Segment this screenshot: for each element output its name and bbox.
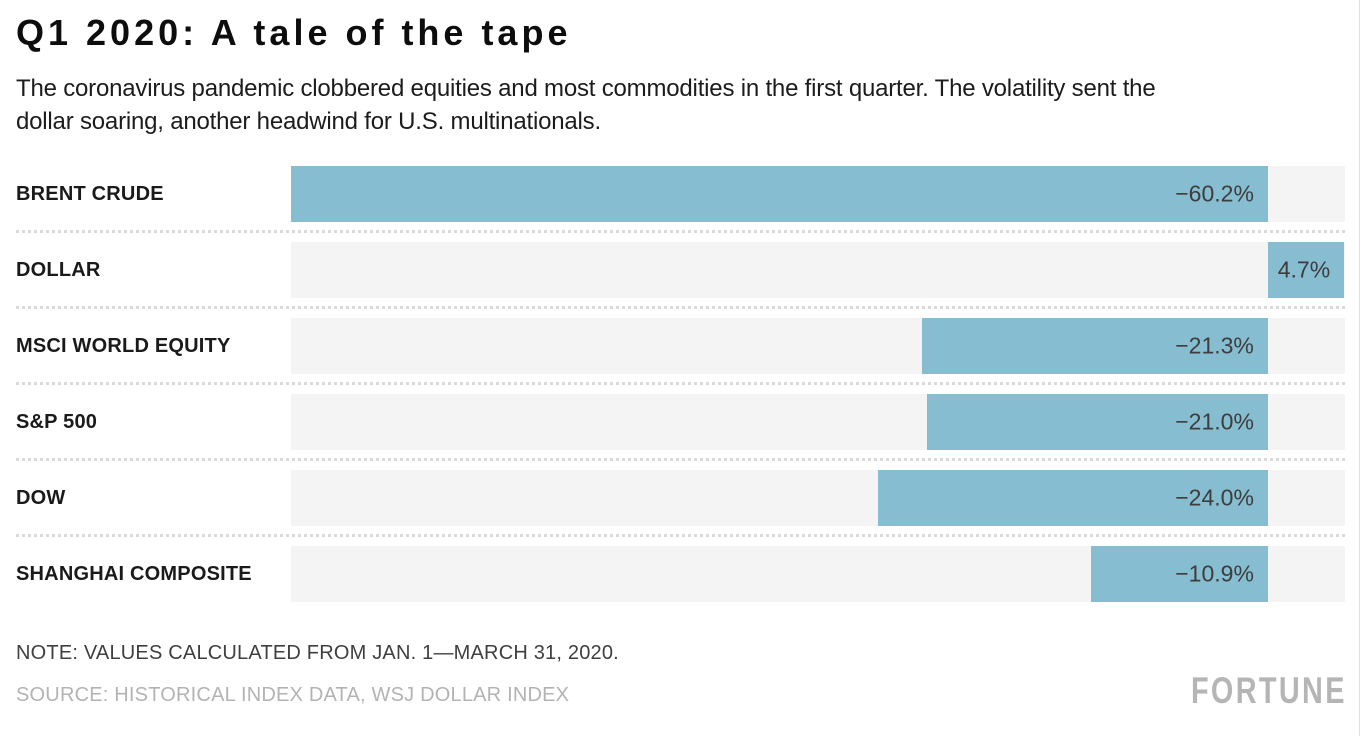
category-label: MSCI WORLD EQUITY <box>16 334 231 357</box>
bar: −21.0% <box>927 394 1268 450</box>
bar-track: 4.7% <box>291 242 1345 298</box>
fortune-logo: FORTUNE <box>1191 670 1347 711</box>
chart-row: MSCI WORLD EQUITY −21.3% <box>16 318 1345 374</box>
bar-track: −21.3% <box>291 318 1345 374</box>
chart-row: S&P 500 −21.0% <box>16 394 1345 450</box>
bar: −10.9% <box>1091 546 1268 602</box>
value-label: −21.3% <box>1175 332 1254 359</box>
row-separator <box>16 306 1345 309</box>
value-label: −10.9% <box>1175 560 1254 587</box>
bar: −60.2% <box>291 166 1268 222</box>
chart-row: DOLLAR 4.7% <box>16 242 1345 298</box>
value-label: −24.0% <box>1175 484 1254 511</box>
bar: −21.3% <box>922 318 1268 374</box>
value-label: −60.2% <box>1175 180 1254 207</box>
category-label: SHANGHAI COMPOSITE <box>16 562 252 585</box>
row-separator <box>16 230 1345 233</box>
bar-track: −10.9% <box>291 546 1345 602</box>
chart-row: BRENT CRUDE −60.2% <box>16 166 1345 222</box>
category-label: BRENT CRUDE <box>16 182 164 205</box>
chart-note: NOTE: VALUES CALCULATED FROM JAN. 1—MARC… <box>16 642 619 664</box>
category-label: DOW <box>16 486 66 509</box>
bar-track: −24.0% <box>291 470 1345 526</box>
bar: −24.0% <box>878 470 1268 526</box>
bar-track: −21.0% <box>291 394 1345 450</box>
category-label: S&P 500 <box>16 410 98 433</box>
category-label: DOLLAR <box>16 258 101 281</box>
chart-subtitle: The coronavirus pandemic clobbered equit… <box>16 75 1156 135</box>
bar-track: −60.2% <box>291 166 1345 222</box>
bar: 4.7% <box>1267 242 1345 298</box>
bar-chart: BRENT CRUDE −60.2% DOLLAR 4.7% MSCI WORLD EQ… <box>16 166 1345 602</box>
chart-title: Q1 2020: A tale of the tape <box>16 12 572 53</box>
value-label: −21.0% <box>1175 408 1254 435</box>
window-edge-line <box>1359 0 1360 736</box>
chart-row: DOW −24.0% <box>16 470 1345 526</box>
row-separator <box>16 458 1345 461</box>
value-label: 4.7% <box>1277 256 1331 283</box>
row-separator <box>16 534 1345 537</box>
chart-source: SOURCE: HISTORICAL INDEX DATA, WSJ DOLLA… <box>16 684 570 706</box>
chart-row: SHANGHAI COMPOSITE −10.9% <box>16 546 1345 602</box>
row-separator <box>16 382 1345 385</box>
